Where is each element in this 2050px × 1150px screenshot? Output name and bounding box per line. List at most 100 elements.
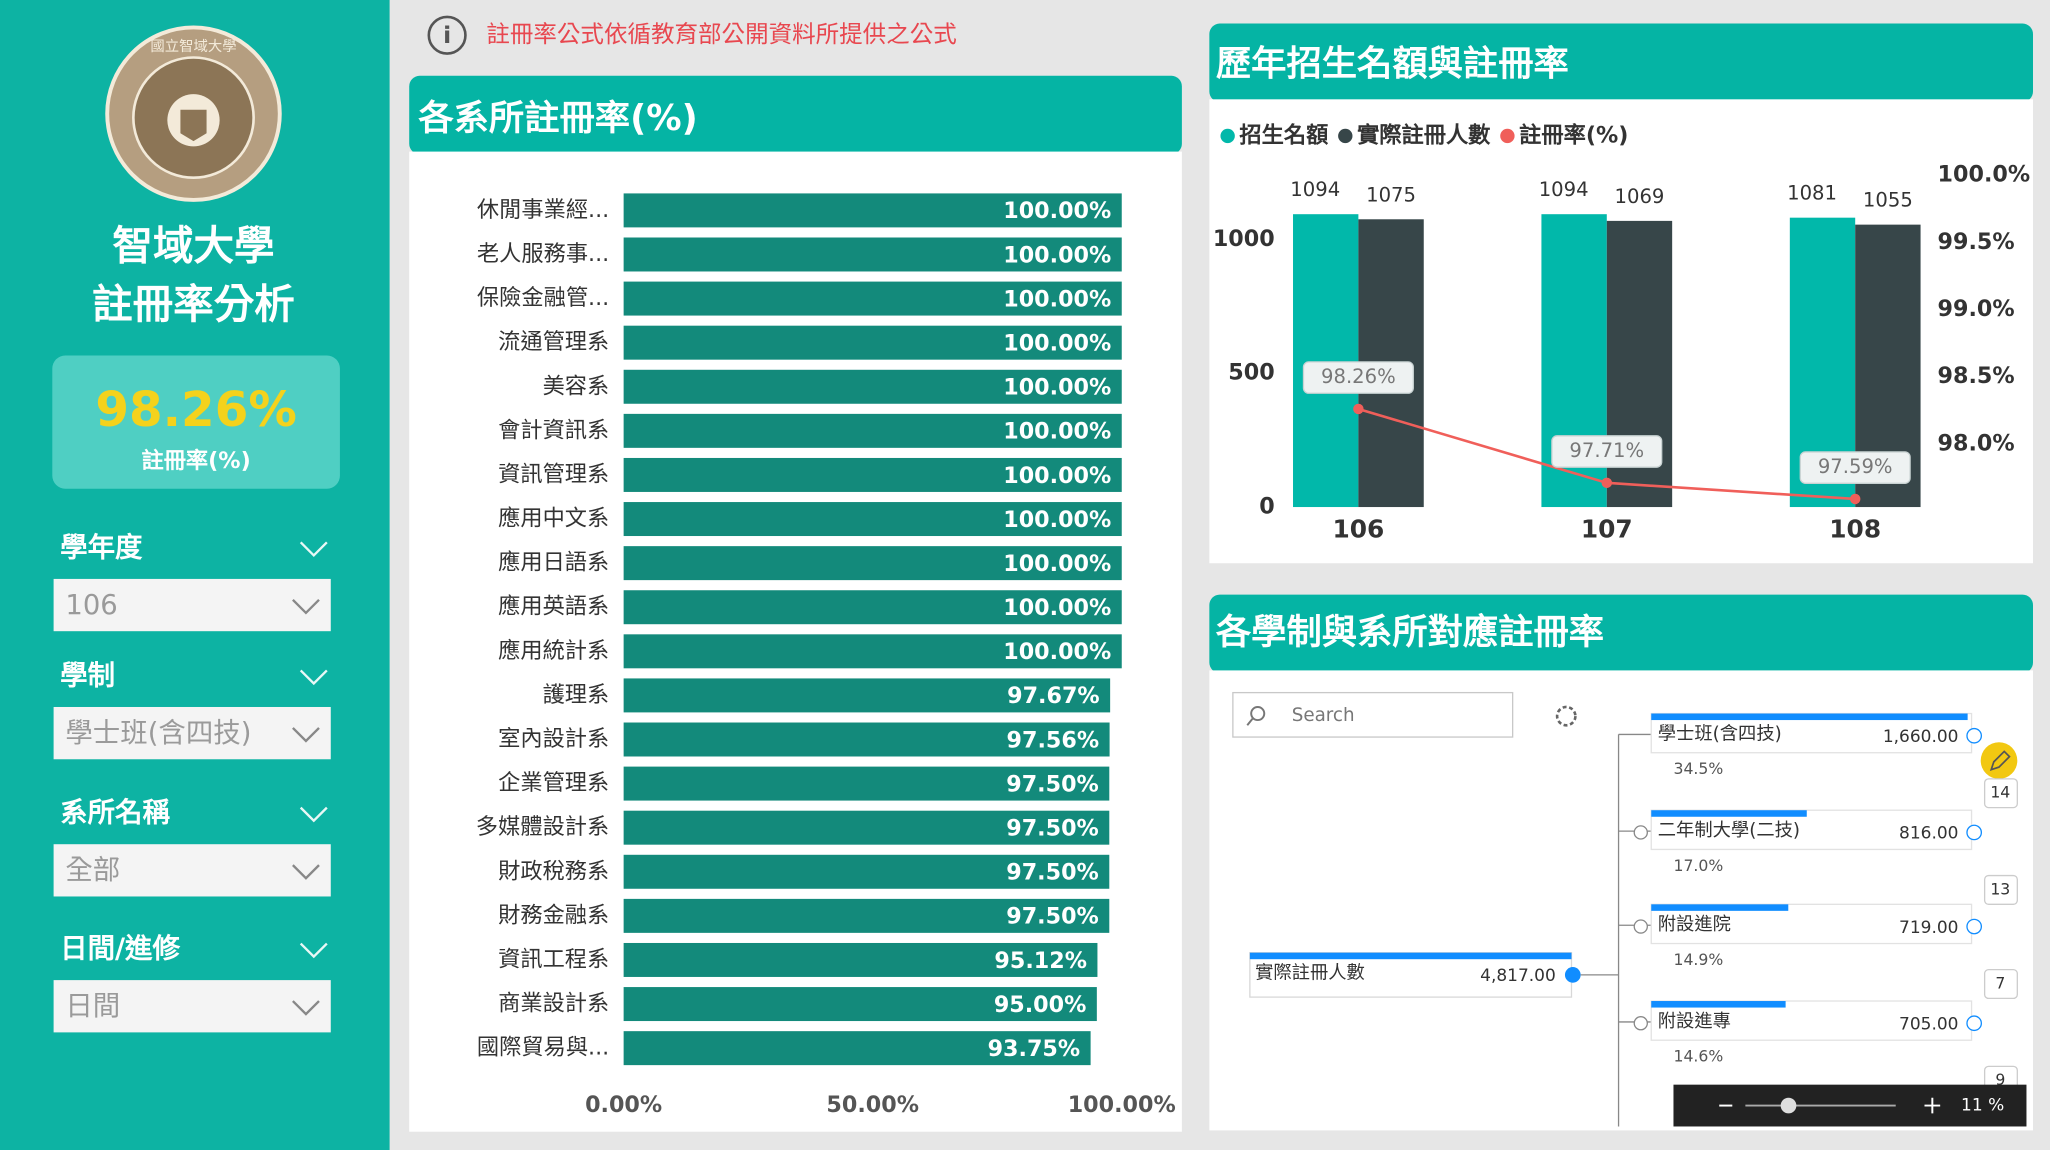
y2-tick-label: 100.0% <box>1938 162 2031 188</box>
chevron <box>292 598 320 615</box>
panel-header <box>409 75 1182 155</box>
bar <box>623 634 1122 669</box>
data-label: 1094 <box>1290 178 1340 201</box>
filter-value: 學士班(含四技) <box>65 718 251 749</box>
node-bar <box>1249 952 1572 960</box>
node-share: 34.5% <box>1673 759 1723 778</box>
data-label: 97.71% <box>1569 439 1644 462</box>
y-tick-label: 休閒事業經... <box>477 197 609 223</box>
y2-tick-label: 99.5% <box>1938 229 2015 255</box>
count-label: 14 <box>1990 783 2010 802</box>
drill-button[interactable] <box>1966 1015 1983 1032</box>
bar-chart: 0.00% 50.00% 100.00% 休閒事業經... 100.00% 老人服務事..… <box>476 193 1176 1118</box>
edit-icon <box>1989 750 2011 772</box>
search-icon <box>1246 718 1254 726</box>
chevron <box>299 669 328 686</box>
x-tick-label: 106 <box>1332 515 1384 544</box>
bar <box>623 678 1111 713</box>
data-label: 98.26% <box>1321 365 1396 388</box>
data-label: 100.00% <box>1003 330 1111 356</box>
data-label: 100.00% <box>1003 463 1111 489</box>
drill-button[interactable] <box>1966 824 1983 841</box>
y-tick-label: 財務金融系 <box>498 902 609 928</box>
bar <box>623 502 1122 537</box>
search-box[interactable] <box>1232 691 1514 738</box>
y-tick-label: 0 <box>1259 494 1274 520</box>
y-tick-label: 應用日語系 <box>498 550 609 576</box>
legend-label: 實際註冊人數 <box>1357 121 1491 148</box>
expand-button[interactable] <box>1633 919 1648 934</box>
line-point <box>1601 477 1613 489</box>
combo-chart: 招生名額 實際註冊人數 註冊率(%) 0 500 1000 98.0% 98.5% 99.0% 9… <box>1213 121 2030 543</box>
data-label: 97.67% <box>1007 683 1100 709</box>
filter-dropdown[interactable] <box>53 844 331 897</box>
data-label: 97.50% <box>1006 904 1099 930</box>
expand-button[interactable] <box>1633 1016 1648 1031</box>
drill-button[interactable] <box>1966 918 1983 935</box>
expand-button[interactable] <box>1633 825 1648 840</box>
data-label-box <box>1551 435 1663 468</box>
data-label: 100.00% <box>1003 242 1111 268</box>
node-label: 實際註冊人數 <box>1255 963 1365 984</box>
node-share: 14.9% <box>1673 950 1723 969</box>
info-icon <box>427 15 467 55</box>
node-label: 附設進院 <box>1658 914 1731 935</box>
filter-label: 學年度 <box>60 531 143 563</box>
data-label: 1075 <box>1366 183 1416 206</box>
data-label: 100.00% <box>1003 286 1111 312</box>
legend-marker <box>1338 128 1353 144</box>
bar <box>623 413 1122 448</box>
data-label: 97.59% <box>1818 455 1893 478</box>
bar <box>623 766 1110 801</box>
count-badge <box>1983 874 2018 905</box>
zoom-handle[interactable] <box>1780 1097 1797 1114</box>
y-tick-label: 會計資訊系 <box>498 417 609 443</box>
y-tick-label: 應用中文系 <box>498 506 609 532</box>
data-label: 97.50% <box>1006 860 1099 886</box>
bar <box>623 854 1110 889</box>
y-tick-label: 流通管理系 <box>498 329 609 355</box>
line-point <box>1849 493 1861 505</box>
y-tick-label: 應用統計系 <box>498 638 609 664</box>
y-tick-label: 500 <box>1228 360 1274 386</box>
y-tick-label: 商業設計系 <box>498 991 609 1017</box>
count-label: 9 <box>1995 1070 2005 1089</box>
node-bar <box>1651 904 1789 911</box>
edit-button[interactable] <box>1980 742 2018 779</box>
chart-title: 各系所註冊率(%) <box>418 98 697 139</box>
node-label: 附設進專 <box>1658 1011 1731 1032</box>
zoom-in[interactable] <box>1924 1097 1941 1114</box>
bar <box>623 193 1122 228</box>
notice: 註冊率公式依循教育部公開資料所提供之公式 <box>486 20 956 48</box>
data-label: 1094 <box>1539 178 1589 201</box>
bar <box>623 546 1122 581</box>
y-tick-label: 財政稅務系 <box>498 858 609 884</box>
data-label: 1081 <box>1787 182 1837 205</box>
bar <box>623 369 1122 404</box>
y-tick-label: 應用英語系 <box>498 594 609 620</box>
data-label: 100.00% <box>1003 507 1111 533</box>
kpi-value: 98.26% <box>95 382 296 438</box>
bar <box>623 942 1098 977</box>
chevron <box>299 806 328 823</box>
sidebar-title: 註冊率分析 <box>92 280 295 328</box>
bar <box>623 237 1122 272</box>
filter-dropdown[interactable] <box>53 578 331 632</box>
data-label: 97.50% <box>1006 771 1099 797</box>
node-label: 學士班(含四技) <box>1658 723 1782 744</box>
filter-dropdown[interactable] <box>53 706 331 760</box>
data-label-box <box>1799 451 1911 484</box>
filter-value: 106 <box>65 590 117 621</box>
data-label: 100.00% <box>1003 198 1111 224</box>
expand-button[interactable] <box>1564 967 1581 983</box>
legend-label: 招生名額 <box>1239 121 1328 148</box>
y-tick-label: 室內設計系 <box>498 726 609 752</box>
data-label: 100.00% <box>1003 639 1111 665</box>
kpi-card <box>52 355 340 489</box>
drill-button[interactable] <box>1966 727 1983 744</box>
filter-dropdown[interactable] <box>53 980 331 1033</box>
settings-icon[interactable] <box>1555 705 1577 727</box>
search-icon <box>1250 706 1266 722</box>
